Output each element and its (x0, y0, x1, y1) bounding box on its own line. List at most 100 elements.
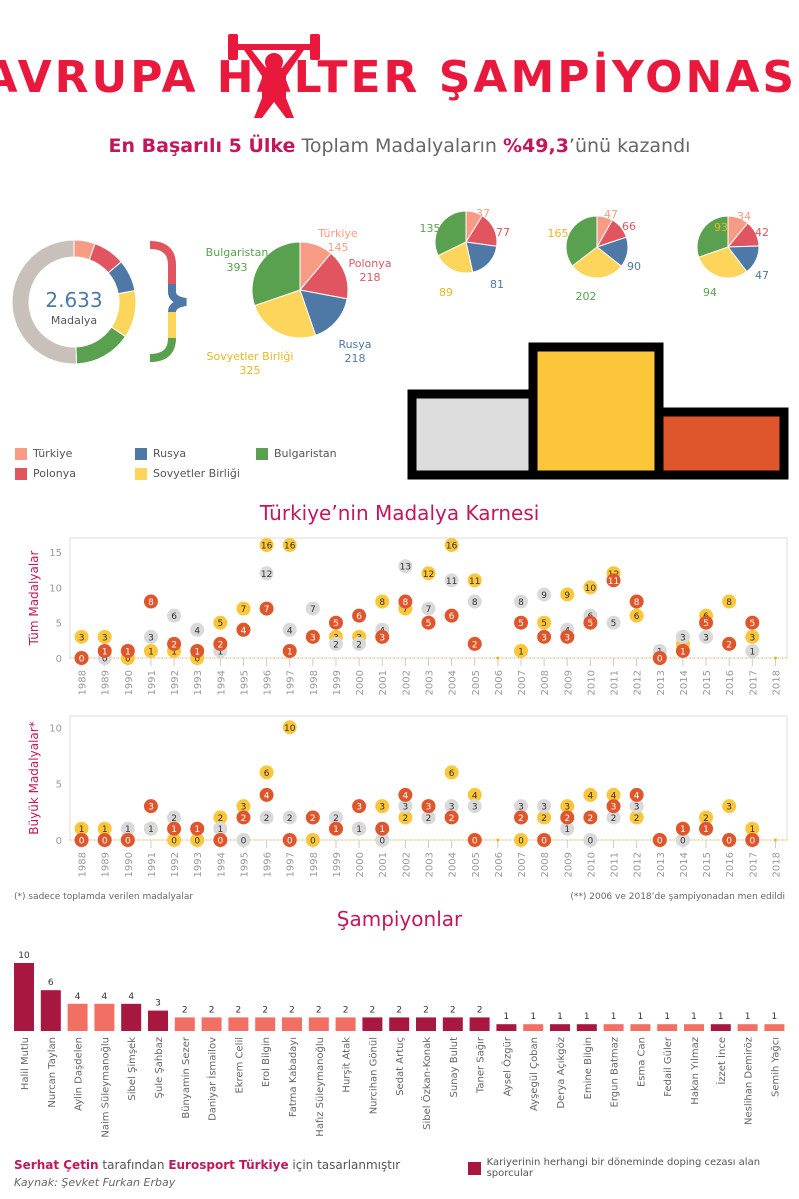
bronze-medal-point (444, 810, 459, 825)
medal-point-label: 1 (749, 825, 755, 835)
champion-bar-value: 2 (236, 1005, 242, 1015)
x-tick-label: 2013 (656, 852, 667, 877)
medal-point-label: 16 (284, 542, 296, 552)
bronze-slice (696, 215, 729, 258)
champion-bar (469, 1017, 490, 1031)
champion-bar (630, 1024, 651, 1031)
bronze-medal-point (328, 615, 343, 630)
medal-point-label: 1 (125, 647, 131, 657)
gold-slice (465, 241, 498, 273)
bronze-pie (696, 215, 760, 279)
medal-point-label: 3 (541, 803, 547, 813)
medal-point-label: 2 (241, 814, 247, 824)
champion-bar-value: 1 (504, 1012, 510, 1022)
medal-point-label: 1 (749, 647, 755, 657)
x-tick-label: 2018 (771, 670, 782, 695)
champion-bar (442, 1017, 463, 1031)
legend-label: Türkiye (33, 447, 73, 460)
medal-point-label: 2 (541, 814, 547, 824)
medal-point-label: 5 (703, 619, 709, 629)
champion-bar-value: 2 (396, 1005, 402, 1015)
bronze-medal-point (444, 608, 459, 623)
medal-point-label: 0 (657, 655, 663, 665)
silver-medal-point (259, 810, 274, 825)
champion-name-label: Ergun Batmaz (610, 1037, 621, 1107)
champion-bar (282, 1017, 302, 1031)
medal-point-label: 1 (102, 825, 108, 835)
bronze-medal-point (190, 821, 205, 836)
silver-medal-point (444, 799, 459, 814)
doping-legend: Kariyerinin herhangi bir döneminde dopin… (468, 1157, 799, 1179)
x-tick-label: 2011 (610, 670, 621, 695)
brace-connector (149, 241, 187, 362)
silver-medal-point (213, 821, 228, 836)
champion-bar (576, 1024, 597, 1031)
small-pie-value-label: 94 (703, 286, 717, 299)
champion-bar (255, 1017, 276, 1031)
champion-name-label: Ayşegül Çoban (529, 1037, 540, 1111)
champion-name-label: Aylin Daşdelen (74, 1037, 85, 1111)
medal-point-label: 1 (518, 647, 524, 657)
pie-label-bulgaristan-value: 393 (227, 261, 248, 274)
bronze-medal-point (699, 821, 714, 836)
weightlifter-icon (228, 34, 320, 118)
medal-point-label: 0 (125, 655, 131, 665)
x-tick-label: 2006 (494, 670, 505, 695)
medal-point-label: 4 (588, 791, 594, 801)
medal-point-label: 2 (518, 814, 524, 824)
medal-point-label: 12 (261, 570, 272, 580)
champion-bar-value: 1 (638, 1012, 644, 1022)
champion-name-label: Hafız Süleymanoğlu (314, 1037, 326, 1137)
medal-point-label: 1 (194, 647, 200, 657)
medal-point-label: 5 (611, 619, 617, 629)
source-line: Kaynak: Şevket Furkan Erbay (14, 1176, 176, 1189)
gold-medal-point (467, 787, 482, 802)
missing-year-dot (773, 838, 777, 842)
medal-point-label: 2 (356, 640, 362, 650)
champion-name-label: Hurşit Atak (342, 1037, 353, 1093)
x-tick-label: 2015 (702, 670, 713, 695)
medal-point-label: 1 (217, 825, 223, 835)
x-tick-label: 1988 (78, 852, 89, 877)
legend-item-sovyet: Sovyetler Birliği (135, 467, 240, 480)
x-tick-label: 2001 (378, 670, 389, 695)
x-tick-label: 2004 (448, 670, 459, 695)
medal-point-label: 1 (148, 825, 154, 835)
champion-name-label: Fedail Güler (663, 1036, 674, 1097)
medal-point-label: 4 (472, 791, 478, 801)
medal-point-label: 1 (194, 825, 200, 835)
small-pie-value-label: 47 (755, 269, 769, 282)
x-tick-label: 2007 (517, 670, 528, 695)
medal-point-label: 3 (634, 803, 640, 813)
missing-year-dot (773, 656, 777, 660)
x-tick-label: 2014 (679, 852, 690, 877)
podium-icon (407, 342, 789, 480)
gold-medal-point (167, 833, 182, 847)
bronze-medal-point (375, 629, 390, 644)
silver-medal-point (537, 587, 552, 602)
medal-point-label: 0 (310, 837, 316, 847)
medal-point-label: 16 (446, 542, 458, 552)
gold-medal-point (699, 810, 714, 825)
champion-bar-value: 2 (262, 1005, 268, 1015)
bronze-medal-point (745, 833, 760, 847)
medal-point-label: 1 (171, 647, 177, 657)
bronze-medal-point (629, 594, 644, 609)
footnote-right: (**) 2006 ve 2018’de şampiyonadan men ed… (570, 892, 785, 902)
medal-point-label: 3 (518, 803, 524, 813)
x-tick-label: 2007 (517, 852, 528, 877)
legend-swatch (256, 447, 268, 460)
footnote-left: (*) sadece toplamda verilen madalyalar (14, 892, 194, 902)
gold-medal-point (629, 608, 644, 623)
silver-medal-point (259, 566, 274, 581)
pie-label-rusya-name: Rusya (338, 338, 371, 351)
medal-point-label: 2 (472, 640, 478, 650)
medal-point-label: 8 (403, 598, 409, 608)
silver-medal-point (282, 622, 297, 637)
silver-medal-point (167, 810, 182, 825)
medal-point-label: 5 (333, 619, 339, 629)
medal-point-label: 3 (726, 803, 732, 813)
medal-point-label: 2 (333, 814, 339, 824)
medal-point-label: 4 (287, 626, 293, 636)
small-pie-value-label: 202 (576, 290, 597, 303)
